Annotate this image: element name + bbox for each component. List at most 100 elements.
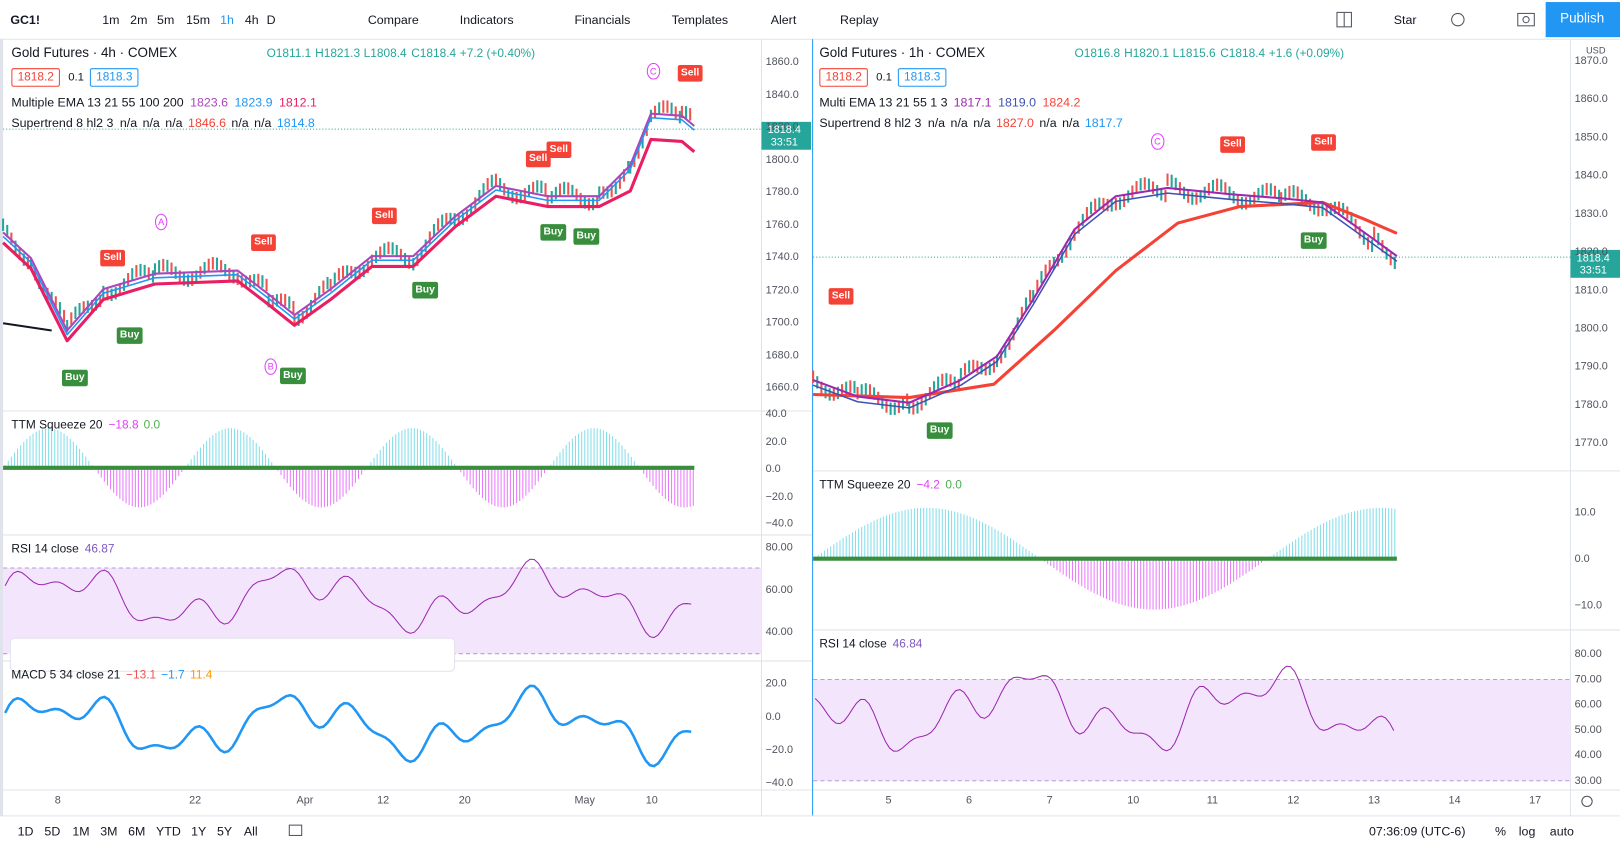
action[interactable]: Alert (770, 12, 797, 27)
range[interactable]: 3M (100, 824, 118, 839)
interval[interactable]: 15m (185, 12, 211, 27)
sig: Sell (546, 141, 572, 159)
action[interactable]: Indicators (459, 12, 514, 27)
publish[interactable]: Publish (1560, 10, 1605, 26)
ax: 1740.0 (765, 250, 799, 264)
ax: 50.00 (1574, 723, 1602, 737)
pane-value: −18.8 (108, 419, 139, 432)
ax: 40.00 (765, 625, 793, 639)
ax: 1780.0 (1574, 398, 1608, 412)
range[interactable]: 5Y (216, 824, 233, 839)
sig: Sell (371, 207, 397, 225)
indicator-value: n/a (1062, 115, 1080, 131)
indicator-value: n/a (950, 115, 968, 131)
ax: 70.00 (1574, 672, 1602, 686)
drawing (2, 322, 52, 332)
ohlc: O1811.1 (266, 47, 312, 60)
drawing-toolbar[interactable] (9, 637, 456, 672)
ax: −10.0 (1574, 598, 1603, 612)
ax: 1800.0 (765, 153, 799, 166)
marker: A (154, 213, 168, 231)
ema-line (812, 186, 1398, 404)
indicator-value: 1817.7 (1084, 115, 1123, 131)
indicator-value: n/a (973, 115, 991, 131)
pane-value: 0.0 (143, 419, 161, 432)
q: 1818.2 (11, 68, 61, 87)
price-tag (761, 121, 812, 150)
option[interactable]: % (1495, 824, 1507, 839)
ax: −20.0 (765, 490, 794, 503)
interval[interactable]: 4h (244, 12, 259, 27)
marker: C (646, 62, 660, 80)
ax: USD (1585, 45, 1606, 56)
range[interactable]: 1M (72, 824, 90, 839)
range[interactable]: All (243, 824, 258, 839)
oscillator (4, 684, 692, 768)
ax: 30.00 (1574, 774, 1602, 787)
ax: 12 (377, 794, 390, 807)
ax: 80.00 (765, 541, 793, 554)
ax: 1800.0 (1574, 322, 1608, 335)
icons (288, 11, 1593, 836)
sig: Buy (116, 327, 143, 344)
ax: 60.00 (1574, 698, 1602, 711)
interval[interactable]: 1m (102, 12, 120, 27)
ax: 0.0 (1574, 552, 1590, 565)
ohlc: H1820.1 (1124, 47, 1170, 60)
ax: May (574, 794, 595, 807)
q: 1818.3 (897, 68, 947, 87)
range[interactable]: 5D (44, 824, 61, 839)
divider (812, 39, 814, 816)
sig: Sell (100, 249, 125, 267)
interval[interactable]: D (266, 12, 276, 27)
ax: 1818.4 (1576, 251, 1610, 265)
chart-title: Gold Futures · 4h · COMEX (11, 44, 178, 60)
price-tag (1570, 249, 1620, 278)
symbol[interactable]: GC1! (10, 12, 40, 27)
interval[interactable]: 2m (130, 12, 148, 27)
pane-name: TTM Squeeze 20 (11, 419, 103, 432)
ax: 1660.0 (765, 381, 799, 394)
plots (2, 100, 1398, 768)
indicator-value: 1827.0 (996, 115, 1034, 131)
range[interactable]: 1Y (191, 824, 207, 839)
sig: Sell (1220, 136, 1245, 153)
ax: 17 (1529, 794, 1542, 807)
sig: Sell (251, 234, 276, 251)
option[interactable]: log (1518, 824, 1536, 839)
action[interactable]: Templates (671, 12, 729, 27)
action[interactable]: Compare (367, 12, 419, 27)
ax: 0.0 (765, 710, 781, 723)
action[interactable]: Financials (574, 12, 631, 27)
rsi-band (813, 679, 1571, 781)
ax: Apr (296, 794, 314, 807)
interval[interactable]: 1h (220, 12, 234, 27)
ax: 20.0 (765, 435, 787, 448)
ema-line (2, 112, 695, 332)
ax: 20.0 (765, 677, 787, 690)
indicator-value: 1823.6 (190, 95, 229, 110)
ax: 1820.0 (1574, 245, 1608, 259)
option[interactable]: auto (1549, 824, 1574, 839)
indicator-value: n/a (1039, 115, 1057, 131)
range[interactable]: 6M (128, 824, 146, 839)
action[interactable]: Replay (839, 12, 879, 27)
indicator-value: n/a (165, 115, 183, 131)
ax: 1790.0 (1574, 360, 1608, 373)
indicator-value: n/a (254, 115, 272, 131)
publish-bg[interactable] (1545, 2, 1620, 38)
pane-name: RSI 14 close (819, 638, 887, 651)
interval[interactable]: 5m (157, 12, 175, 27)
range[interactable]: YTD (156, 824, 181, 839)
ax: 1860.0 (1574, 92, 1608, 106)
ohlc: +1.6 (+0.09%) (1268, 47, 1345, 60)
pane-name: RSI 14 close (11, 543, 79, 556)
q: 1818.2 (819, 68, 869, 87)
ax: 1720.0 (765, 283, 799, 296)
ax: 12 (1287, 794, 1300, 807)
range[interactable]: 1D (17, 824, 34, 839)
indicator-value: 1812.1 (278, 95, 317, 110)
sig: Sell (828, 288, 854, 305)
star[interactable]: Star (1393, 12, 1417, 27)
